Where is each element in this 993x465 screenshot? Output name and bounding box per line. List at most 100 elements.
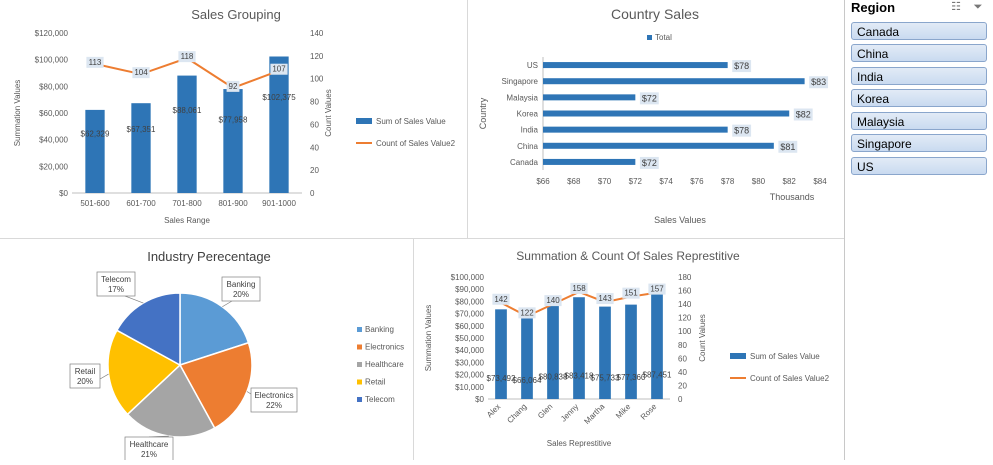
y-tick-label: $40,000 <box>455 346 484 355</box>
data-label-category: Retail <box>75 367 96 376</box>
x-tick-label: 501-600 <box>80 199 110 208</box>
slicer-item-singapore[interactable]: Singapore <box>851 134 987 152</box>
x-tick-label: 901-1000 <box>262 199 296 208</box>
bar <box>495 309 507 399</box>
y-tick-label: $50,000 <box>455 334 484 343</box>
x-tick-label: 801-900 <box>218 199 248 208</box>
legend-swatch-bar <box>356 118 372 124</box>
leader-line <box>246 391 252 395</box>
chart-title: Sales Grouping <box>191 7 281 22</box>
bar <box>543 110 790 117</box>
legend-swatch <box>357 397 362 402</box>
legend-label: Banking <box>365 325 394 334</box>
y-tick-label: $20,000 <box>39 162 68 171</box>
y2-tick-label: 40 <box>678 368 687 377</box>
y-tick-label: India <box>521 126 539 135</box>
y2-tick-label: 0 <box>678 395 683 404</box>
bar <box>521 318 533 399</box>
data-label-category: Telecom <box>101 275 131 284</box>
y-tick-label: Singapore <box>502 77 539 86</box>
industry-percentage-panel: Industry Perecentage Banking 20% Electronic… <box>0 239 414 462</box>
chart-title: Country Sales <box>611 6 699 22</box>
legend-label-bar: Sum of Sales Value <box>750 352 820 361</box>
line-data-label: 158 <box>572 284 586 293</box>
x-tick-label: 601-700 <box>126 199 156 208</box>
data-label-box <box>250 387 298 413</box>
pie-slice <box>115 292 181 367</box>
x-tick-label: Martha <box>582 402 606 426</box>
y2-tick-label: 40 <box>310 143 319 152</box>
legend-swatch <box>357 327 362 332</box>
bar-data-label: $62,329 <box>81 129 110 138</box>
x-tick-label: $70 <box>598 177 612 186</box>
data-label-value: 21% <box>141 450 157 459</box>
bar-data-label: $81 <box>780 142 795 152</box>
data-label-value: 20% <box>233 290 249 299</box>
line-data-label-bg <box>492 293 510 305</box>
line-data-label: 143 <box>598 294 612 303</box>
legend-label: Healthcare <box>365 360 404 369</box>
bar-data-label: $66,064 <box>513 376 542 385</box>
legend-swatch <box>357 379 362 385</box>
bar-data-label: $67,351 <box>127 125 156 134</box>
y2-tick-label: 80 <box>310 98 319 107</box>
slicer-item-canada[interactable]: Canada <box>851 22 987 40</box>
sales-grouping-chart[interactable]: Sales Grouping $0 $20,000 $40,000 $60,000 $80… <box>0 0 467 238</box>
bar-data-label: $80,838 <box>539 372 568 381</box>
data-label-box <box>124 436 174 462</box>
sales-representative-chart[interactable]: Summation & Count Of Sales Represtitive $… <box>414 239 844 460</box>
legend-label: Telecom <box>365 395 395 404</box>
data-label-value: 17% <box>108 285 124 294</box>
x-axis-title: Sales Values <box>654 215 706 225</box>
bar-data-label: $78 <box>734 126 749 136</box>
y-tick-label: Canada <box>510 158 539 167</box>
slicer-title: Region <box>851 0 896 15</box>
y-tick-label: $10,000 <box>455 383 484 392</box>
x-tick-label: Alex <box>485 402 502 419</box>
y-axis-title: Summation Values <box>13 80 22 147</box>
data-label-category: Healthcare <box>130 440 169 449</box>
x-tick-label: $72 <box>629 177 643 186</box>
slicer-header: Region ☷ ⏷ <box>851 0 991 16</box>
region-slicer: Region ☷ ⏷ Canada China India Korea Mala… <box>844 0 993 460</box>
slicer-item-china[interactable]: China <box>851 44 987 62</box>
y2-tick-label: 20 <box>310 166 319 175</box>
y-tick-label: $80,000 <box>455 297 484 306</box>
y-tick-label: $60,000 <box>455 322 484 331</box>
y2-tick-label: 100 <box>310 75 324 84</box>
legend-swatch <box>647 35 652 40</box>
bar <box>599 306 611 399</box>
bar-data-label: $73,492 <box>487 374 516 383</box>
bar-data-label: $102,375 <box>262 93 296 102</box>
bar <box>131 103 151 193</box>
bar <box>223 89 243 193</box>
bar-data-label: $83 <box>811 77 826 87</box>
bar-data-label-bg <box>809 76 829 89</box>
slicer-item-malaysia[interactable]: Malaysia <box>851 112 987 130</box>
slicer-item-india[interactable]: India <box>851 67 987 85</box>
bar <box>547 300 559 399</box>
y2-tick-label: 160 <box>678 287 692 296</box>
bar <box>543 126 728 133</box>
line-data-label-bg <box>544 295 562 307</box>
line-data-label: 107 <box>272 65 286 74</box>
bar <box>177 75 197 193</box>
x-tick-label: Rose <box>639 402 659 422</box>
chart-title: Industry Perecentage <box>147 249 271 264</box>
x-axis-unit: Thousands <box>770 192 815 202</box>
bar <box>625 304 637 399</box>
multi-select-icon[interactable]: ☷ <box>951 1 961 13</box>
country-sales-panel: Country Sales Total $66 $68 $70 $72 $74 $76 $78 $… <box>468 0 844 239</box>
x-axis-title: Sales Range <box>164 216 210 225</box>
bar-data-label: $83,418 <box>565 372 594 381</box>
slicer-item-us[interactable]: US <box>851 157 987 175</box>
clear-filter-icon[interactable]: ⏷ <box>973 1 983 13</box>
legend-swatch <box>357 344 362 350</box>
bar-data-label-bg <box>639 156 659 169</box>
y2-tick-label: 180 <box>678 273 692 282</box>
line-data-label: 157 <box>650 285 664 294</box>
industry-percentage-chart[interactable]: Industry PerecentageBanking20%Electronic… <box>0 239 413 462</box>
x-tick-label: $66 <box>536 177 550 186</box>
slicer-item-korea[interactable]: Korea <box>851 89 987 107</box>
